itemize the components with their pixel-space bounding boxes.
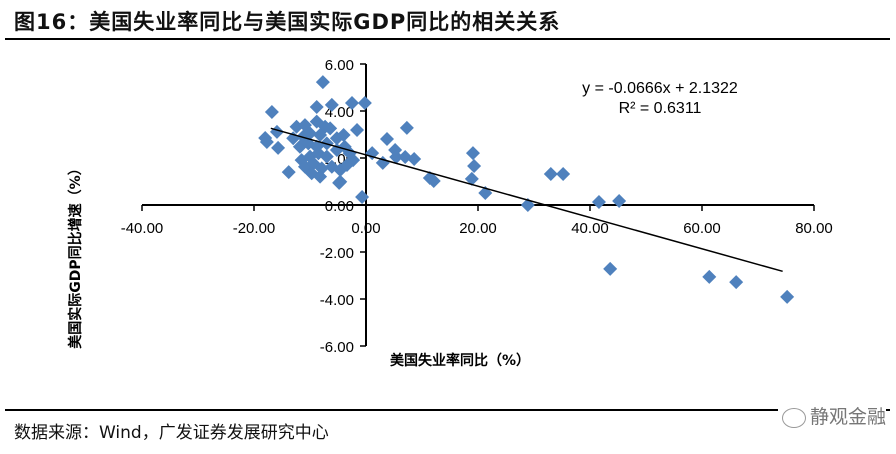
title-divider — [5, 38, 890, 40]
data-point — [264, 104, 279, 119]
data-point — [324, 97, 339, 112]
data-point — [380, 131, 394, 146]
trendline-equation: y = -0.0666x + 2.1322 — [582, 80, 738, 97]
data-point — [357, 96, 372, 111]
y-tick-label: -4.00 — [320, 292, 354, 309]
y-tick-label: 6.00 — [325, 57, 354, 74]
y-tick-label: -2.00 — [320, 245, 354, 262]
data-point — [612, 194, 627, 209]
data-point — [729, 275, 744, 290]
data-point — [399, 120, 414, 135]
data-point — [271, 140, 286, 155]
data-point — [259, 135, 274, 150]
trendline-r2: R² = 0.6311 — [619, 100, 702, 117]
x-tick-label: 0.00 — [351, 220, 380, 237]
data-point — [269, 124, 284, 139]
source-note: 数据来源：Wind，广发证券发展研究中心 — [14, 423, 329, 443]
data-point — [556, 166, 571, 181]
wechat-icon — [781, 407, 806, 428]
x-tick-label: -40.00 — [121, 220, 164, 237]
data-point — [702, 269, 717, 284]
data-point — [346, 153, 361, 168]
data-point — [315, 75, 330, 90]
x-tick-label: 40.00 — [571, 220, 609, 237]
data-point — [603, 261, 618, 276]
data-point — [591, 194, 606, 209]
watermark-text: 静观金融 — [809, 406, 886, 428]
data-point — [333, 174, 348, 189]
data-point — [303, 126, 317, 141]
data-point — [543, 166, 558, 181]
data-point — [467, 158, 482, 173]
data-point — [297, 118, 312, 133]
data-point — [465, 146, 480, 161]
data-point — [281, 165, 296, 180]
data-point — [323, 121, 338, 136]
data-point — [407, 151, 422, 166]
data-point — [319, 149, 334, 164]
source-divider — [5, 409, 890, 411]
data-point — [780, 289, 795, 304]
trendline — [270, 127, 783, 273]
y-axis-label: 美国实际GDP同比增速（%） — [67, 161, 84, 348]
x-tick-label: 60.00 — [683, 220, 721, 237]
data-point — [464, 171, 479, 186]
data-point — [389, 150, 404, 165]
data-point — [375, 155, 390, 170]
data-point — [309, 100, 324, 115]
data-point — [313, 169, 328, 184]
data-point — [426, 174, 441, 189]
data-point — [336, 127, 351, 142]
data-point — [398, 150, 413, 165]
data-point — [365, 146, 380, 161]
data-point — [355, 190, 370, 205]
x-tick-label: -20.00 — [233, 220, 276, 237]
y-tick-label: 0.00 — [325, 198, 354, 215]
x-axis-label: 美国失业率同比（%） — [390, 353, 531, 369]
x-tick-label: 80.00 — [795, 220, 833, 237]
x-tick-label: 20.00 — [459, 220, 497, 237]
data-point — [313, 127, 328, 142]
y-tick-label: -6.00 — [320, 339, 354, 356]
watermark: 静观金融 — [777, 402, 886, 429]
figure-title: 图16：美国失业率同比与美国实际GDP同比的相关关系 — [14, 10, 561, 34]
data-point — [345, 96, 359, 111]
data-point — [350, 123, 365, 138]
